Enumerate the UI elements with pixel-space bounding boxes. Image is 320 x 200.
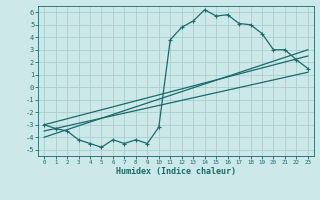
X-axis label: Humidex (Indice chaleur): Humidex (Indice chaleur) xyxy=(116,167,236,176)
